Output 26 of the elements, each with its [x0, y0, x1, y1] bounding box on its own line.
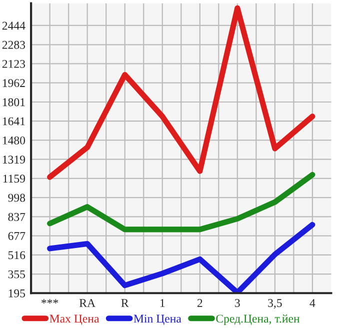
x-tick-label: RA	[79, 299, 96, 307]
y-tick-label: 1641	[2, 117, 25, 126]
y-tick-label: 355	[8, 270, 26, 278]
y-tick-label: 1480	[2, 136, 26, 144]
y-tick-label: 837	[8, 212, 26, 221]
y-tick-label: 2123	[2, 60, 26, 68]
x-tick-label: R	[121, 299, 129, 307]
legend-label: Сред.Цена, т.йен	[216, 314, 300, 326]
y-tick-label: 677	[8, 232, 26, 240]
y-tick-label: 1962	[2, 79, 25, 88]
y-tick-label: 998	[8, 194, 26, 202]
legend-label: Max Цена	[50, 314, 100, 326]
y-tick-label: 2444	[2, 22, 26, 30]
x-tick-label: 3,5	[268, 299, 282, 309]
x-tick-label: 4	[310, 299, 316, 307]
x-tick-label: 1	[160, 299, 165, 307]
y-tick-label: 1319	[2, 156, 26, 164]
x-tick-label: ***	[42, 299, 58, 304]
x-tick-label: 2	[197, 299, 202, 307]
y-tick-label: 1159	[3, 174, 26, 183]
x-tick-label: 3	[235, 299, 240, 307]
y-tick-label: 1801	[2, 98, 25, 106]
y-tick-label: 195	[8, 289, 26, 298]
legend-label: Min Цена	[134, 314, 182, 326]
y-tick-label: 2283	[2, 40, 26, 49]
y-tick-label: 516	[8, 251, 26, 260]
